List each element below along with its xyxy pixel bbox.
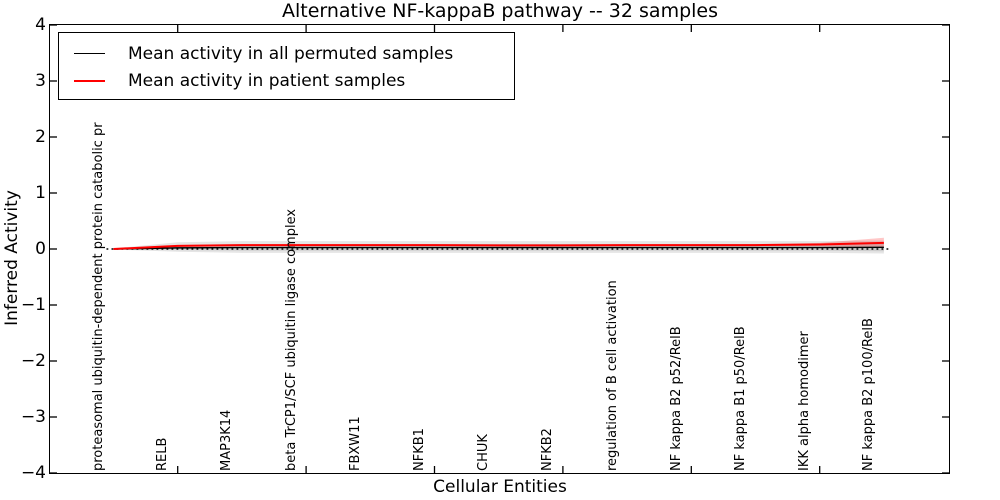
chart-canvas [49, 24, 949, 473]
permuted-mean-line [112, 246, 884, 250]
legend-item-patient: Mean activity in patient samples [59, 67, 514, 94]
y-tick-label: −1 [20, 295, 46, 315]
y-tick-label: 2 [35, 127, 46, 147]
y-tick-label: −3 [20, 407, 46, 427]
y-tick-label: 3 [35, 71, 46, 91]
legend-item-permuted: Mean activity in all permuted samples [59, 40, 514, 67]
y-tick-label: 1 [35, 183, 46, 203]
legend: Mean activity in all permuted samples Me… [58, 32, 515, 100]
y-tick-label: 0 [35, 239, 46, 259]
chart-title: Alternative NF-kappaB pathway -- 32 samp… [281, 0, 719, 22]
legend-label-permuted: Mean activity in all permuted samples [128, 43, 454, 64]
x-axis-label: Cellular Entities [433, 477, 567, 497]
patient-mean-line [112, 241, 884, 250]
legend-label-patient: Mean activity in patient samples [128, 70, 406, 91]
y-tick-label: −2 [20, 351, 46, 371]
y-tick-label: −4 [20, 463, 46, 483]
permuted-line-sample [74, 52, 105, 55]
y-tick-label: 4 [35, 15, 46, 35]
patient-line-sample [74, 79, 105, 82]
